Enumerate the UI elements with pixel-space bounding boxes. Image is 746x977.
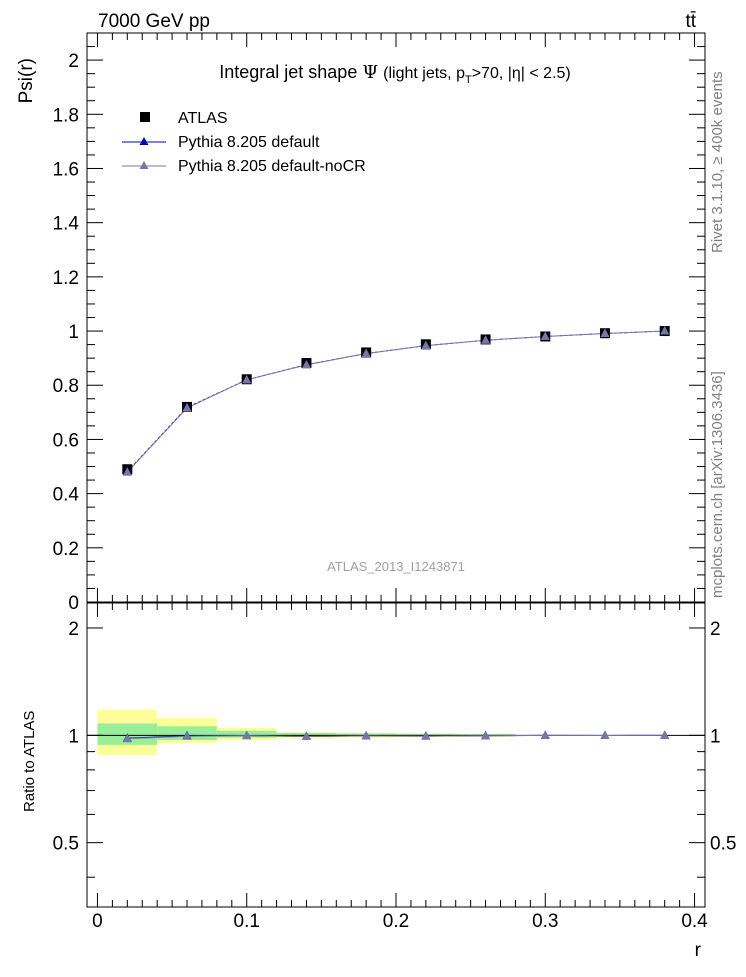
ratio-nocr-point [361, 730, 371, 740]
main-ytick-label: 1.4 [53, 214, 80, 235]
ratio-nocr-point [242, 730, 252, 740]
header-right: tt̄ [685, 11, 696, 32]
ratio-band-layer [87, 709, 705, 756]
legend-marker-nocr [139, 161, 149, 169]
legend-marker-atlas [140, 112, 150, 122]
x-tick-label: 0.3 [532, 911, 558, 932]
ratio-nocr-point [301, 731, 311, 741]
rivet-label: Rivet 3.1.10, ≥ 400k events [709, 71, 726, 253]
ratio-nocr-point [600, 730, 610, 739]
ratio-panel: 0 0.1 0.2 0.3 0.4 0.5 0.5 1 1 2 2 Ratio to ATLAS r [21, 602, 736, 961]
title-rest: >70, |η| < 2.5) [472, 65, 571, 82]
main-ytick-label: 0 [68, 593, 79, 614]
ratio-ylabel: Ratio to ATLAS [21, 711, 38, 812]
nocr-point [481, 335, 491, 344]
main-title: Integral jet shape Ψ (light jets, pT>70,… [219, 62, 571, 86]
main-ytick-label: 0.8 [53, 376, 79, 397]
series-line-nocr [126, 330, 665, 473]
title-sub: T [465, 74, 472, 86]
ratio-ytick-label-right: 1 [710, 726, 721, 747]
title-open: (light jets, p [383, 65, 465, 82]
main-panel: 0 0.2 0.4 0.6 0.8 1 1.2 1.4 1.6 1.8 2 Integral jet… [16, 32, 706, 614]
ratio-ytick-label: 2 [68, 619, 79, 640]
main-series-layer [122, 326, 670, 476]
nocr-point [361, 348, 371, 358]
nocr-point [540, 331, 550, 340]
ratio-ytick-label: 1 [68, 726, 79, 747]
legend-label-default: Pythia 8.205 default [178, 134, 320, 151]
legend-marker-default [139, 137, 149, 145]
main-ytick-label: 1.2 [53, 268, 79, 289]
nocr-point [242, 374, 252, 384]
main-ytick-label: 2 [68, 51, 79, 72]
main-ytick-label: 1 [68, 322, 79, 343]
nocr-point [660, 326, 670, 335]
ratio-line-nocr [127, 734, 665, 740]
title-main: Integral jet shape [219, 62, 357, 82]
main-ytick-label: 0.6 [53, 430, 79, 451]
x-axis-label: r [695, 940, 702, 961]
ratio-ytick-label-right: 2 [710, 619, 721, 640]
main-ytick-label: 1.8 [53, 105, 79, 126]
x-tick-label: 0.4 [681, 911, 708, 932]
watermark: ATLAS_2013_I1243871 [327, 559, 465, 574]
ratio-ytick-label-right: 0.5 [710, 834, 736, 855]
ratio-ytick-label: 0.5 [53, 834, 79, 855]
nocr-point [122, 467, 132, 476]
ratio-nocr-point [182, 731, 192, 740]
nocr-point [421, 340, 431, 350]
title-symbol: Ψ [362, 62, 378, 83]
ratio-nocr-point [421, 731, 431, 740]
main-ylabel: Psi(r) [16, 58, 37, 103]
x-tick-label: 0.2 [383, 911, 409, 932]
series-line-default [126, 330, 665, 473]
legend-label-nocr: Pythia 8.205 default-noCR [178, 158, 366, 175]
nocr-point [182, 402, 192, 412]
ratio-tick-layer: 0 0.1 0.2 0.3 0.4 0.5 0.5 1 1 2 2 [53, 603, 736, 932]
main-ytick-label: 0.4 [53, 485, 80, 506]
mcplots-label: mcplots.cern.ch [arXiv:1306.3436] [709, 371, 726, 598]
main-frame [86, 32, 706, 603]
ratio-series-layer [122, 730, 670, 743]
main-ytick-label: 1.6 [53, 159, 79, 180]
header-left: 7000 GeV pp [98, 11, 210, 32]
ratio-nocr-point [540, 730, 550, 739]
legend-label-atlas: ATLAS [178, 110, 228, 127]
ratio-nocr-point [481, 730, 491, 740]
ratio-frame [86, 602, 706, 908]
x-tick-label: 0 [92, 911, 103, 932]
legend: ATLAS Pythia 8.205 default Pythia 8.205 … [122, 110, 366, 175]
nocr-point [600, 328, 610, 337]
main-tick-layer: 0 0.2 0.4 0.6 0.8 1 1.2 1.4 1.6 1.8 2 [53, 32, 705, 614]
x-tick-label: 0.1 [234, 911, 260, 932]
ratio-nocr-point [122, 733, 132, 743]
main-ytick-label: 0.2 [53, 539, 79, 560]
nocr-point [301, 359, 311, 369]
ratio-nocr-point [660, 730, 670, 739]
